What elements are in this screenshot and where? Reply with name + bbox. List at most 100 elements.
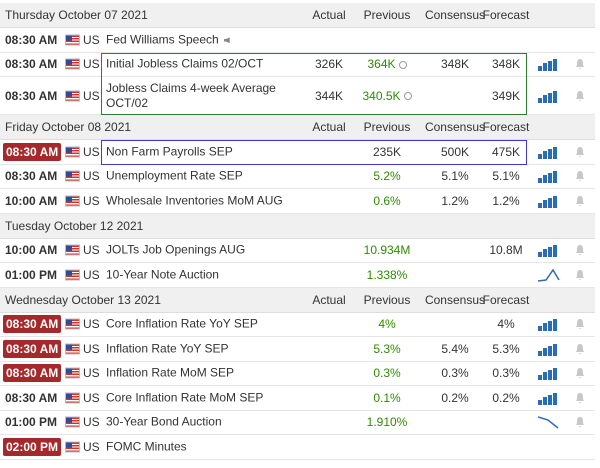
event-row: 10:00 AM US JOLTs Job Openings AUG 10.934M 1…: [0, 239, 595, 263]
alert-bell[interactable]: [575, 195, 585, 207]
chart-icon[interactable]: [538, 268, 560, 282]
alert-bell[interactable]: [575, 416, 585, 428]
event-name[interactable]: FOMC Minutes: [106, 439, 187, 454]
event-time: 02:00 PM: [3, 437, 62, 456]
forecast-value: 475K: [491, 144, 521, 159]
alert-bell[interactable]: [575, 146, 585, 158]
forecast-value: 10.8M: [489, 243, 523, 258]
country-flag: [65, 195, 80, 207]
chart-icon[interactable]: [538, 391, 560, 405]
actual-value: 326K: [314, 57, 344, 72]
event-time: 01:00 PM: [5, 415, 58, 430]
event-name[interactable]: Fed Williams Speech: [106, 32, 291, 47]
event-name[interactable]: Core Inflation Rate MoM SEP: [106, 390, 264, 405]
country-flag: [65, 441, 80, 453]
event-row: 01:00 PM US 10-Year Note Auction 1.338%: [0, 263, 595, 288]
event-row: 02:00 PM US FOMC Minutes: [0, 435, 595, 460]
forecast-value: 4%: [497, 317, 515, 332]
alert-bell[interactable]: [575, 392, 585, 404]
country-flag: [65, 34, 80, 46]
event-time: 08:30 AM: [3, 339, 62, 358]
chart-icon[interactable]: [538, 243, 560, 258]
chart-icon[interactable]: [538, 194, 560, 208]
column-label: Forecast: [482, 120, 530, 134]
country-flag: [65, 90, 80, 101]
day-header: Thursday October 07 2021 Actual Previous Co…: [0, 3, 595, 28]
chart-icon[interactable]: [538, 415, 560, 429]
event-name[interactable]: Inflation Rate YoY SEP: [106, 341, 229, 356]
chart-icon[interactable]: [538, 169, 560, 184]
alert-bell[interactable]: [575, 170, 585, 182]
column-label: Consensus: [424, 120, 486, 134]
column-label: Previous: [363, 8, 411, 22]
day-header: Wednesday October 13 2021 Actual Previous C…: [0, 287, 595, 313]
chart-icon[interactable]: [538, 317, 560, 332]
event-row: 08:30 AM US Non Farm Payrolls SEP 235K 500K 4…: [0, 140, 595, 165]
alert-bell[interactable]: [575, 318, 585, 330]
country-code: US: [83, 439, 100, 454]
event-row: 08:30 AM US Inflation Rate YoY SEP 5.3% 5.4%…: [0, 337, 595, 362]
forecast-value: 349K: [491, 88, 521, 103]
event-time: 08:30 AM: [3, 364, 62, 383]
event-time: 08:30 AM: [5, 32, 58, 47]
event-name[interactable]: 10-Year Note Auction: [106, 267, 219, 282]
country-flag: [65, 416, 80, 428]
event-row: 08:30 AM US Fed Williams Speech: [0, 28, 595, 53]
event-name[interactable]: Wholesale Inventories MoM AUG: [106, 193, 283, 208]
column-label: Consensus: [424, 8, 486, 22]
alert-bell[interactable]: [575, 244, 585, 256]
country-code: US: [83, 57, 100, 72]
country-flag: [65, 146, 80, 158]
previous-value: 0.3%: [373, 366, 401, 381]
event-row: 08:30 AM US Inflation Rate MoM SEP 0.3% 0.3%…: [0, 362, 595, 386]
event-row: 10:00 AM US Wholesale Inventories MoM AUG 0…: [0, 189, 595, 214]
chart-icon[interactable]: [538, 366, 560, 381]
alert-bell[interactable]: [575, 269, 585, 281]
event-name[interactable]: Initial Jobless Claims 02/OCT: [106, 56, 264, 71]
event-name[interactable]: JOLTs Job Openings AUG: [106, 242, 246, 257]
column-label: Forecast: [482, 8, 530, 22]
forecast-value: 5.1%: [492, 169, 520, 184]
event-row: 01:00 PM US 30-Year Bond Auction 1.910%: [0, 411, 595, 435]
chart-icon[interactable]: [538, 57, 560, 72]
chart-icon[interactable]: [538, 145, 560, 159]
country-flag: [65, 318, 80, 330]
event-name[interactable]: Unemployment Rate SEP: [106, 168, 243, 183]
event-time: 01:00 PM: [5, 267, 58, 282]
day-date: Friday October 08 2021: [5, 120, 132, 134]
event-name[interactable]: Jobless Claims 4-week Average OCT/02: [106, 80, 276, 110]
country-flag: [65, 343, 80, 355]
day-date: Thursday October 07 2021: [5, 8, 148, 22]
forecast-value: 5.3%: [492, 341, 520, 356]
day-date: Tuesday October 12 2021: [5, 218, 144, 233]
day-header: Friday October 08 2021 Actual Previous Cons…: [0, 115, 595, 140]
chart-icon[interactable]: [538, 89, 560, 103]
event-name[interactable]: Inflation Rate MoM SEP: [106, 365, 235, 380]
previous-value: 5.2%: [373, 169, 401, 184]
column-label: Previous: [363, 292, 411, 307]
event-name[interactable]: 30-Year Bond Auction: [106, 414, 222, 429]
column-label: Actual: [312, 292, 346, 307]
alert-bell[interactable]: [575, 343, 585, 355]
alert-bell[interactable]: [575, 90, 585, 102]
previous-value: 0.6%: [373, 193, 401, 208]
previous-value: 10.934M: [363, 243, 411, 258]
event-name[interactable]: Core Inflation Rate YoY SEP: [106, 316, 258, 331]
country-code: US: [83, 193, 100, 208]
event-time: 08:30 AM: [5, 390, 58, 405]
country-code: US: [83, 88, 100, 103]
event-time: 08:30 AM: [5, 88, 58, 103]
event-time: 10:00 AM: [5, 243, 58, 258]
event-time: 08:30 AM: [3, 315, 62, 334]
country-flag: [65, 170, 80, 182]
previous-value: 340.5K: [356, 89, 418, 103]
alert-bell[interactable]: [575, 58, 585, 70]
previous-value: 5.3%: [373, 341, 401, 356]
column-label: Forecast: [482, 292, 530, 307]
previous-value: 4%: [378, 317, 396, 332]
alert-bell[interactable]: [575, 367, 585, 379]
event-row: 08:30 AM US Unemployment Rate SEP 5.2% 5.1% 5…: [0, 165, 595, 189]
event-name[interactable]: Non Farm Payrolls SEP: [106, 144, 233, 159]
chart-icon[interactable]: [538, 342, 560, 356]
event-time: 08:30 AM: [3, 142, 62, 161]
